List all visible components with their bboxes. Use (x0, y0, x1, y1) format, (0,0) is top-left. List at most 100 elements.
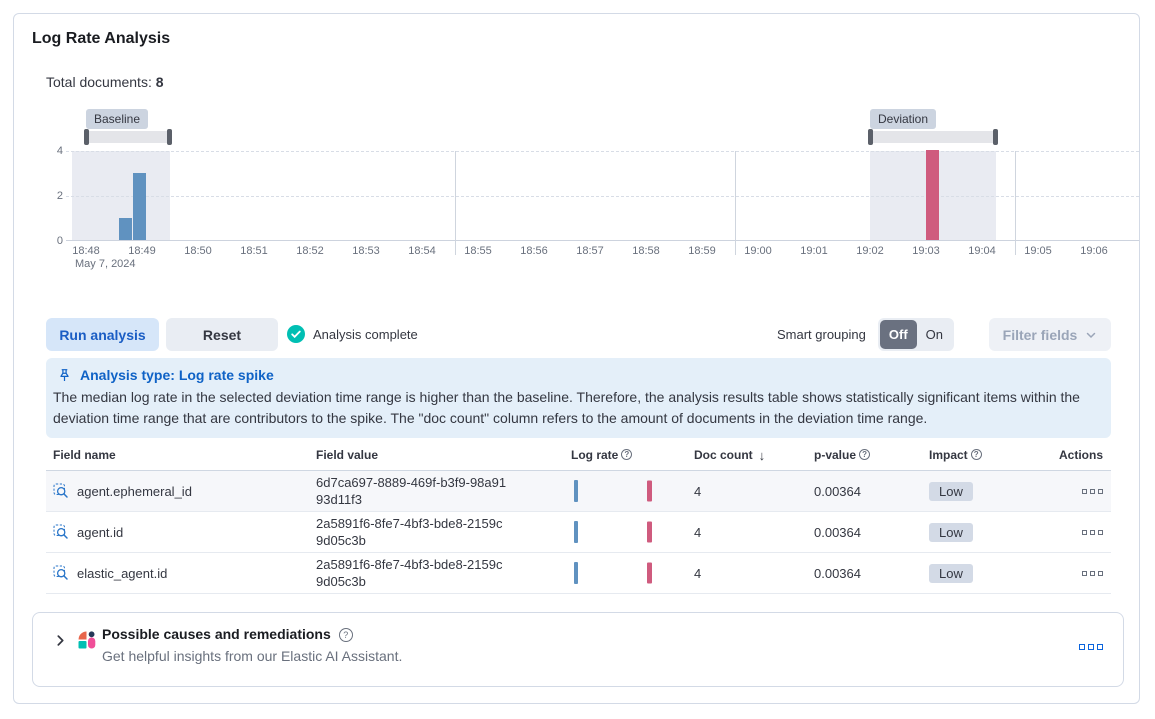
histogram-bar (926, 150, 939, 240)
column-header-actions: Actions (1058, 448, 1103, 462)
reset-button[interactable]: Reset (166, 318, 278, 351)
x-axis-date-label: May 7, 2024 (75, 258, 136, 270)
log-rate-sparkline (564, 471, 687, 511)
field-value: 6d7ca697-8889-469f-b3f9-98a9193d11f3 (316, 475, 507, 507)
x-axis-label: 19:01 (800, 245, 828, 257)
y-gridline (66, 151, 1139, 152)
baseline-badge: Baseline (86, 109, 149, 129)
histogram-bar (118, 217, 132, 240)
chart-plot[interactable] (66, 150, 1139, 255)
field-value: 2a5891f6-8fe7-4bf3-bde8-2159c9d05c3b (316, 557, 503, 589)
analysis-status-text: Analysis complete (313, 326, 418, 342)
check-circle-icon (287, 325, 305, 343)
column-header-log-rate[interactable]: Log rate ? (564, 448, 687, 470)
p-value: 0.00364 (814, 524, 861, 540)
smart-grouping-label: Smart grouping (776, 327, 866, 342)
doc-count-value: 4 (694, 524, 702, 540)
help-icon[interactable]: ? (338, 627, 353, 642)
sparkline-deviation-bar (647, 562, 652, 584)
x-axis-label: 18:49 (128, 245, 156, 257)
x-axis-label: 18:51 (240, 245, 268, 257)
x-axis-label: 18:56 (520, 245, 548, 257)
x-axis: 18:48 18:49 18:50 18:51 18:52 18:53 18:54 18:55… (66, 245, 1139, 257)
y-axis-label: 4 (56, 145, 63, 157)
callout-title: Analysis type: Log rate spike (80, 367, 274, 383)
y-axis-label: 0 (56, 235, 63, 247)
log-rate-analysis-panel: Log Rate Analysis Total documents: 8 Bas… (13, 13, 1140, 704)
x-gridline (454, 151, 456, 255)
x-axis-label: 18:52 (296, 245, 324, 257)
smart-grouping-off[interactable]: Off (879, 320, 917, 349)
baseline-brush[interactable] (84, 129, 172, 145)
info-icon[interactable]: ? (970, 449, 982, 460)
filter-fields-button[interactable]: Filter fields (989, 318, 1111, 351)
ai-assistant-panel[interactable]: Possible causes and remediations ? Get h… (32, 612, 1124, 687)
sort-descending-icon: ↓ (758, 448, 766, 463)
table-header-row: Field name Field value Log rate ? Doc co… (46, 448, 1111, 471)
sparkline-deviation-bar (647, 480, 652, 502)
elastic-ai-assistant-icon (78, 631, 96, 649)
filter-field-icon[interactable] (53, 524, 69, 540)
smart-grouping-on[interactable]: On (925, 327, 943, 342)
field-name: agent.id (77, 524, 124, 540)
x-gridline (734, 151, 736, 255)
total-documents-label: Total documents: (46, 74, 152, 90)
x-axis-label: 18:53 (352, 245, 380, 257)
field-name: elastic_agent.id (77, 565, 168, 581)
total-documents: Total documents: 8 (46, 74, 164, 90)
row-actions-icon[interactable] (1082, 529, 1103, 535)
x-axis-label: 19:03 (912, 245, 940, 257)
column-header-doc-count[interactable]: Doc count ↓ (694, 448, 766, 463)
results-table-body: agent.ephemeral_id 6d7ca697-8889-469f-b3… (46, 471, 1111, 594)
chevron-down-icon (1087, 332, 1096, 338)
y-gridline (66, 196, 1139, 197)
analysis-controls: Run analysis Reset Analysis complete Sma… (46, 318, 1111, 352)
chevron-right-icon[interactable] (54, 634, 67, 647)
x-axis-label: 18:50 (184, 245, 212, 257)
x-axis-label: 19:06 (1080, 245, 1108, 257)
filter-field-icon[interactable] (53, 565, 69, 581)
row-actions-icon[interactable] (1082, 488, 1103, 494)
table-row: agent.ephemeral_id 6d7ca697-8889-469f-b3… (46, 471, 1111, 512)
table-row: agent.id 2a5891f6-8fe7-4bf3-bde8-2159c9d… (46, 512, 1111, 553)
sparkline-deviation-bar (647, 521, 652, 543)
filter-fields-label: Filter fields (1002, 326, 1078, 343)
y-axis: 0 2 4 (53, 145, 63, 247)
column-header-field-value[interactable]: Field value (316, 448, 379, 462)
x-axis-label: 18:59 (688, 245, 716, 257)
pin-icon (60, 368, 69, 381)
doc-count-value: 4 (694, 565, 702, 581)
x-axis-label: 18:58 (632, 245, 660, 257)
column-header-field-name[interactable]: Field name (53, 448, 116, 462)
x-axis-label: 18:48 (72, 245, 100, 257)
analysis-status: Analysis complete (287, 325, 418, 343)
smart-grouping-toggle: Off On (877, 318, 954, 351)
x-axis-label: 19:02 (856, 245, 884, 257)
callout-body: The median log rate in the selected devi… (53, 389, 1080, 426)
analysis-type-callout: Analysis type: Log rate spike The median… (46, 358, 1111, 438)
ai-panel-text: Possible causes and remediations ? Get h… (102, 626, 402, 664)
analysis-results-table: Field name Field value Log rate ? Doc co… (46, 448, 1111, 594)
row-actions-icon[interactable] (1082, 570, 1103, 576)
column-header-p-value[interactable]: p-value ? (807, 448, 922, 470)
filter-field-icon[interactable] (53, 483, 69, 499)
table-row: elastic_agent.id 2a5891f6-8fe7-4bf3-bde8… (46, 553, 1111, 594)
sparkline-baseline-bar (574, 521, 578, 543)
run-analysis-button[interactable]: Run analysis (46, 318, 159, 351)
p-value: 0.00364 (814, 483, 861, 499)
info-icon[interactable]: ? (621, 449, 633, 460)
x-axis-label: 19:00 (744, 245, 772, 257)
sparkline-baseline-bar (574, 562, 578, 584)
column-header-impact[interactable]: Impact ? (922, 448, 1032, 470)
ai-panel-title: Possible causes and remediations (102, 626, 331, 642)
deviation-brush[interactable] (868, 129, 998, 145)
x-axis-label: 18:57 (576, 245, 604, 257)
x-axis-label: 18:55 (464, 245, 492, 257)
log-rate-sparkline (564, 512, 687, 552)
ai-panel-actions-icon[interactable] (1079, 644, 1103, 650)
p-value: 0.00364 (814, 565, 861, 581)
doc-count-value: 4 (694, 483, 702, 499)
info-icon[interactable]: ? (859, 449, 871, 460)
x-axis-label: 19:04 (968, 245, 996, 257)
